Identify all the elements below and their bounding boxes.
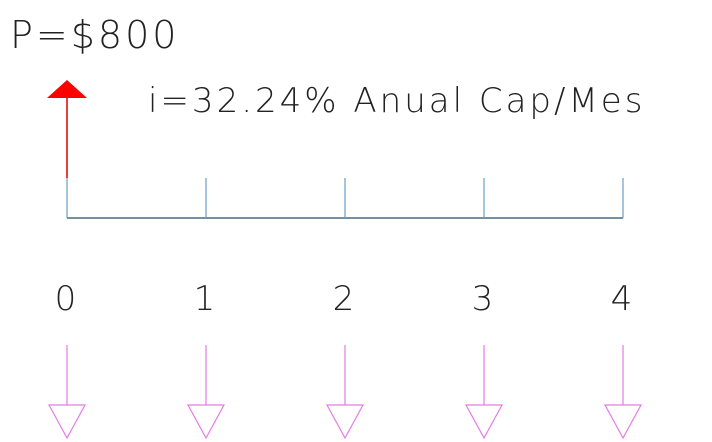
outflow-arrow-head [325, 404, 365, 440]
outflow-arrow-head [186, 404, 226, 440]
period-label: 2 [333, 279, 358, 319]
interest-rate-label: i=32.24% Anual Cap/Mes [148, 81, 645, 121]
outflow-arrow-head [464, 404, 504, 440]
outflow-arrow-head [47, 404, 87, 440]
period-label: 0 [55, 279, 80, 319]
period-label: 4 [611, 279, 636, 319]
outflow-arrow-head [603, 404, 643, 440]
period-label: 1 [194, 279, 219, 319]
present-value-label: P=$800 [10, 13, 179, 57]
period-label: 3 [472, 279, 497, 319]
inflow-arrow-head [47, 80, 87, 98]
